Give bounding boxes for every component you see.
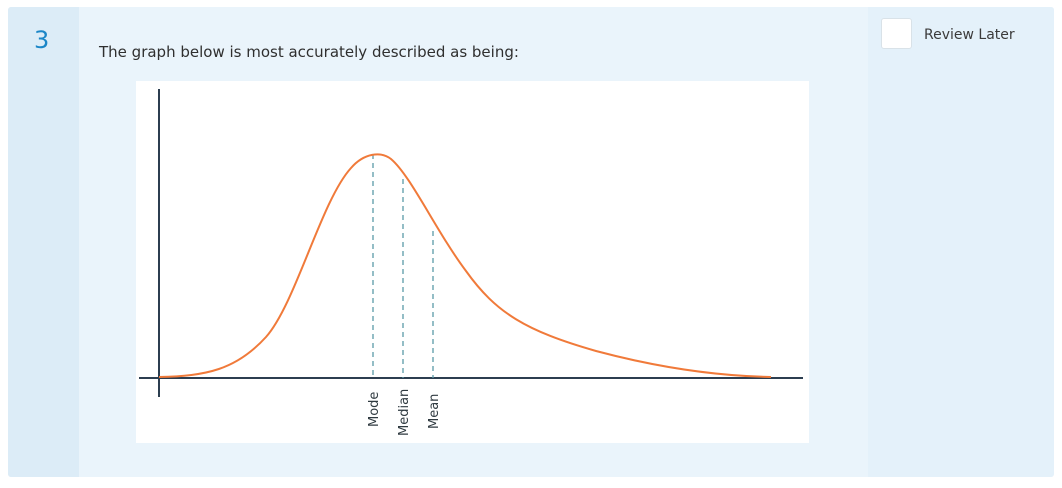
review-later-checkbox[interactable] bbox=[881, 18, 912, 49]
question-number: 3 bbox=[34, 26, 50, 54]
question-number-column: 3 bbox=[8, 7, 79, 477]
mean-label: Mean bbox=[427, 394, 442, 429]
median-label: Median bbox=[397, 389, 412, 436]
question-card: 3 The graph below is most accurately des… bbox=[8, 7, 1054, 477]
distribution-curve bbox=[158, 153, 772, 378]
review-later-label[interactable]: Review Later bbox=[924, 27, 1015, 43]
mode-label: Mode bbox=[367, 392, 382, 427]
skewed-distribution-graph: Mode Median Mean bbox=[136, 81, 809, 443]
question-text: The graph below is most accurately descr… bbox=[99, 43, 519, 61]
review-column: Review Later bbox=[868, 7, 1054, 477]
graph-svg: Mode Median Mean bbox=[139, 89, 803, 436]
